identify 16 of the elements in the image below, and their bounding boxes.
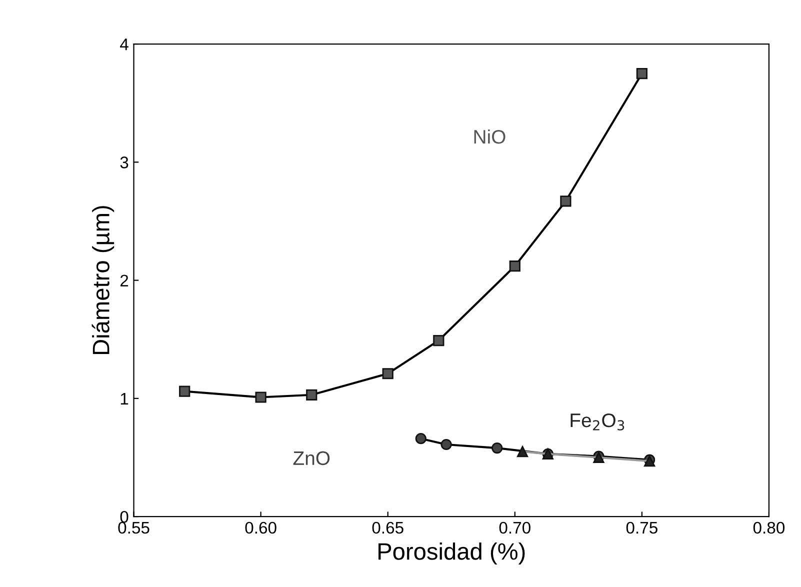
y-tick-label: 3 (120, 156, 128, 168)
x-axis-title: Porosidad (%) (378, 542, 525, 565)
series-label: Fe$_{2}$O$_{3}$ (570, 413, 624, 430)
y-tick-label: 1 (120, 393, 128, 404)
y-axis-title: Diámetro (µm) (92, 206, 114, 354)
x-tick-label: 0.65 (372, 522, 404, 534)
text: ZnO (293, 451, 330, 466)
y-tick-label: 4 (120, 38, 128, 50)
y-tick-label: 2 (120, 274, 128, 286)
y-tick-label: 0 (120, 510, 128, 523)
x-tick-label: 0.75 (626, 522, 658, 534)
x-tick-label: 0.55 (118, 522, 150, 534)
x-tick-label: 0.60 (245, 522, 276, 534)
text: NiO (474, 129, 506, 144)
x-tick-label: 0.70 (499, 522, 530, 534)
x-tick-label: 0.80 (753, 522, 785, 534)
